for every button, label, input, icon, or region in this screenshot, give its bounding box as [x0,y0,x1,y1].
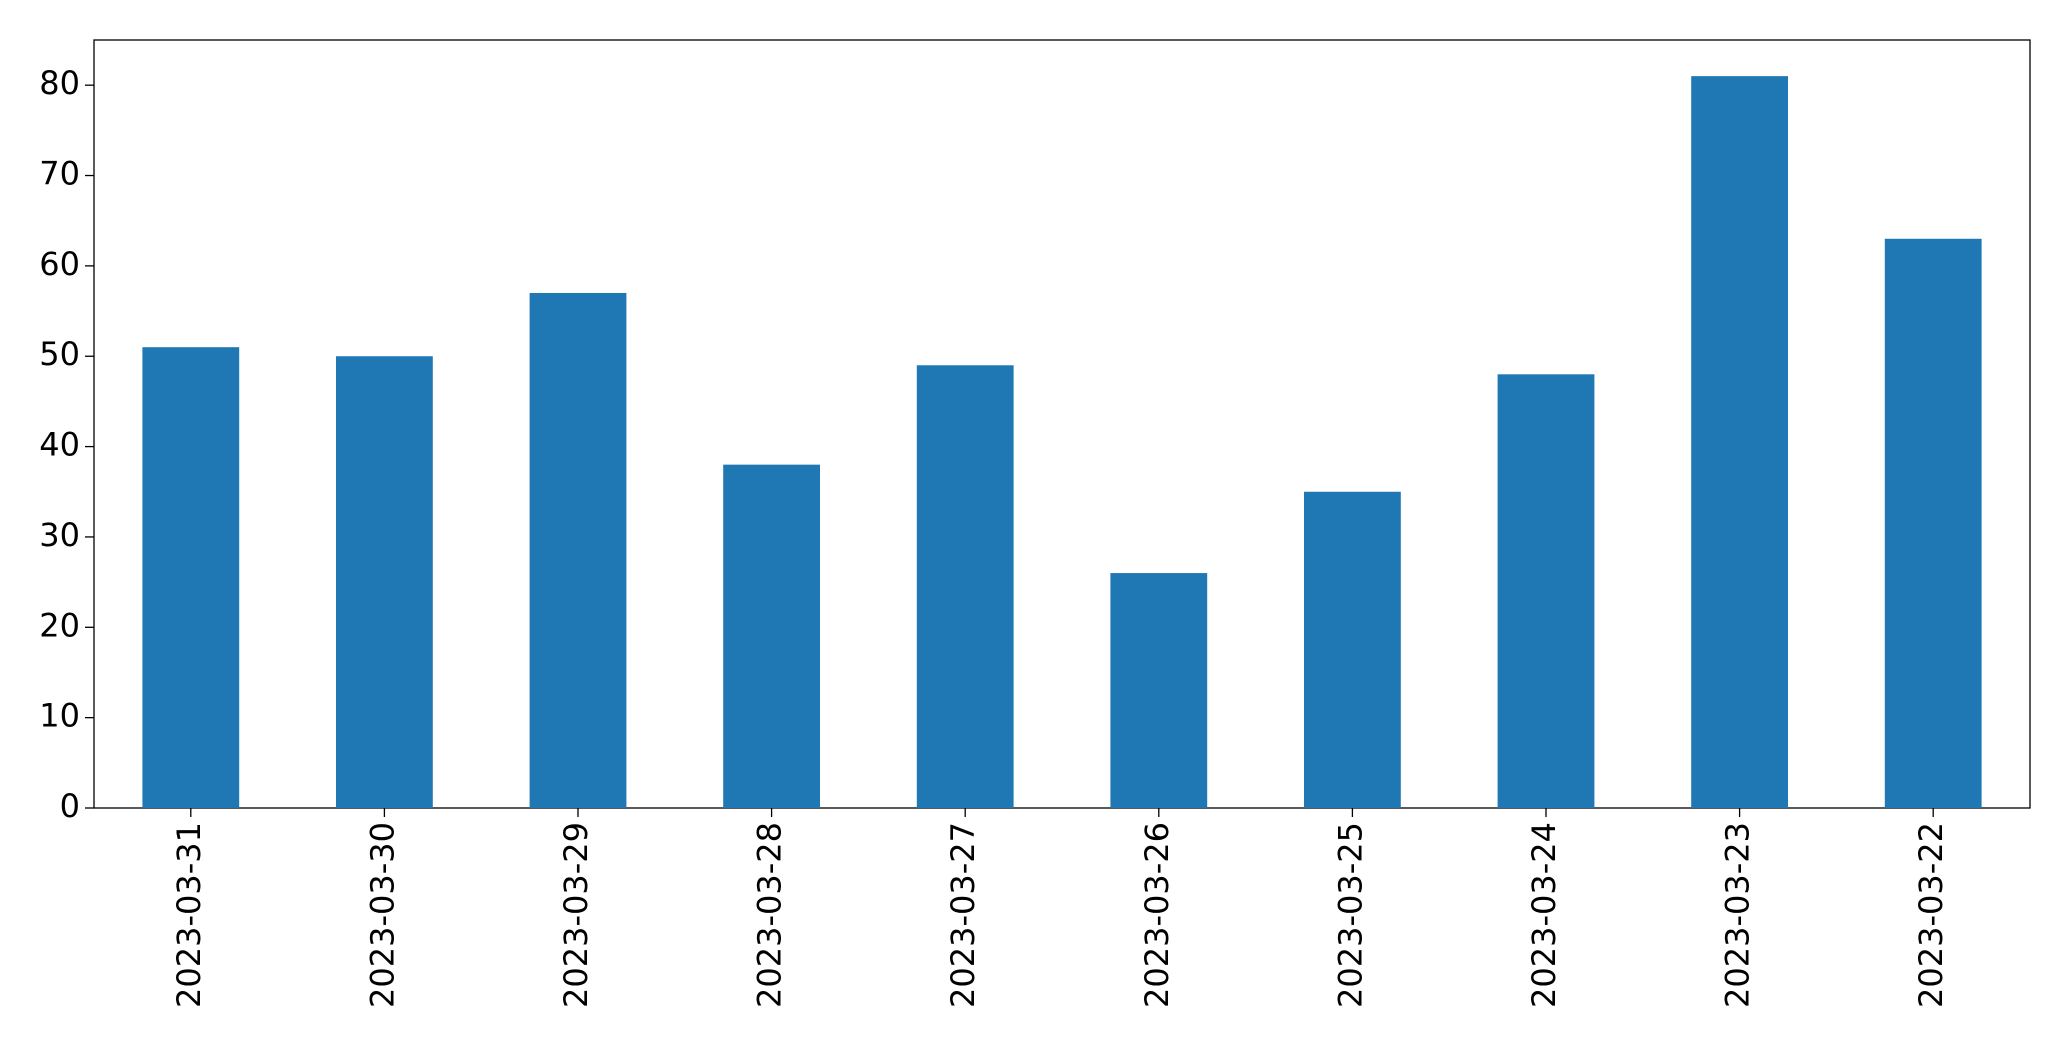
y-tick-label: 20 [39,606,80,644]
x-tick-label: 2023-03-25 [1331,822,1369,1008]
y-tick-label: 60 [39,245,80,283]
y-tick-label: 0 [60,787,80,825]
y-tick-label: 70 [39,155,80,193]
bar [1884,238,1982,808]
y-tick-label: 30 [39,516,80,554]
bar [1691,76,1788,808]
x-tick-label: 2023-03-30 [363,822,401,1008]
x-tick-label: 2023-03-28 [751,822,789,1008]
bar [723,464,820,808]
x-tick-label: 2023-03-26 [1138,822,1176,1008]
bar [1497,374,1595,808]
y-tick-label: 10 [39,697,80,735]
bar [1304,491,1401,808]
bar [1110,573,1208,808]
x-tick-label: 2023-03-27 [944,822,982,1008]
y-tick-label: 50 [39,335,80,373]
x-tick-label: 2023-03-24 [1525,822,1563,1008]
bar [916,365,1014,808]
x-tick-label: 2023-03-23 [1719,822,1757,1008]
y-tick-label: 40 [39,426,80,464]
plot-frame [93,39,2031,809]
bar [336,356,433,808]
bar [529,292,627,808]
x-tick-label: 2023-03-29 [557,822,595,1008]
x-tick-label: 2023-03-31 [170,822,208,1008]
y-tick-label: 80 [39,64,80,102]
bar [142,347,240,808]
x-tick-label: 2023-03-22 [1912,822,1950,1008]
